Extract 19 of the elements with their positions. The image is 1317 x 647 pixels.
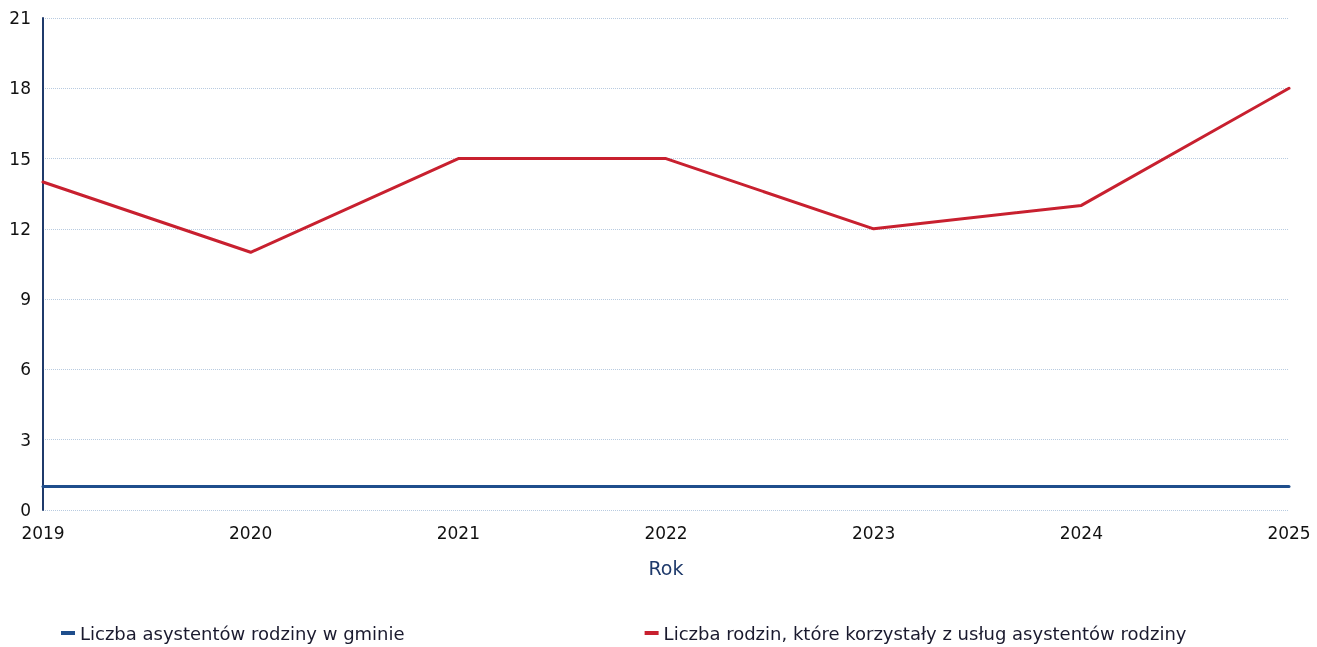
legend-label: Liczba rodzin, które korzystały z usług asystentów rodziny bbox=[663, 622, 1187, 644]
x-tick-label: 2020 bbox=[229, 522, 273, 543]
x-tick-label: 2019 bbox=[21, 522, 65, 543]
y-tick-label: 18 bbox=[9, 78, 31, 99]
x-axis-title: Rok bbox=[648, 556, 684, 579]
y-tick-label: 9 bbox=[20, 289, 31, 310]
y-tick-label: 6 bbox=[20, 359, 31, 380]
line-series bbox=[41, 86, 1291, 254]
y-tick-label: 15 bbox=[9, 148, 31, 169]
legend-label: Liczba asystentów rodziny w gminie bbox=[80, 622, 405, 644]
x-tick-label: 2024 bbox=[1059, 522, 1103, 543]
x-tick-label: 2023 bbox=[852, 522, 896, 543]
x-tick-label: 2025 bbox=[1267, 522, 1311, 543]
x-tick-label: 2021 bbox=[436, 522, 480, 543]
y-tick-label: 0 bbox=[20, 500, 31, 520]
y-tick-label: 3 bbox=[20, 429, 31, 450]
y-tick-label: 12 bbox=[9, 218, 31, 239]
y-tick-label: 21 bbox=[9, 8, 31, 28]
x-tick-label: 2022 bbox=[644, 522, 688, 543]
